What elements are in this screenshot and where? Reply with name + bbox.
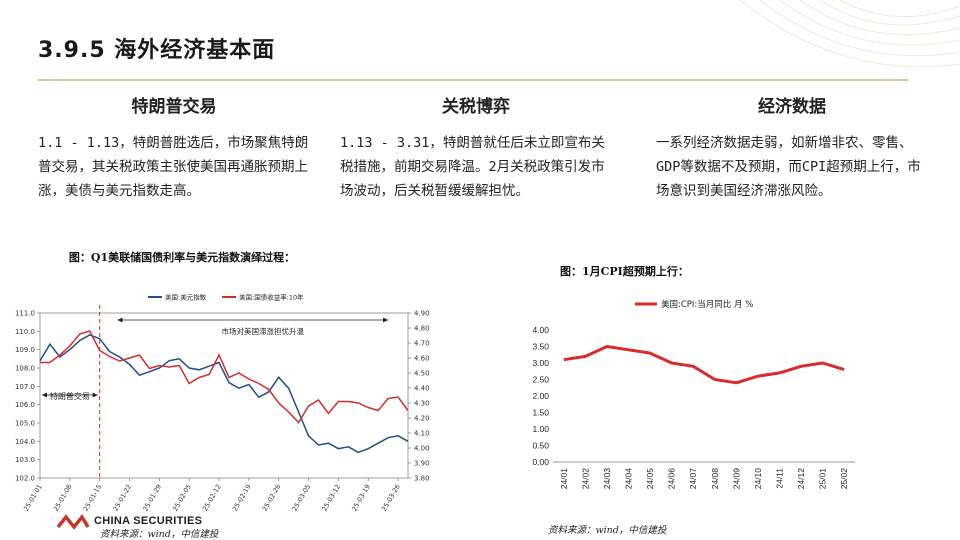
column-economic-data: 经济数据 一系列经济数据走弱，如新增非农、零售、GDP等数据不及预期，而CPI超… [656, 92, 928, 203]
figure2-title: 图：1月CPI超预期上行： [560, 265, 689, 278]
x-tick-label: 24/05 [645, 468, 655, 490]
x-tick-label: 25-01-15 [82, 483, 104, 513]
arrowhead-right [92, 392, 98, 398]
arrowhead-left [42, 392, 47, 398]
x-tick-label: 25-02-19 [231, 483, 253, 513]
right-tick-label: 4.10 [414, 430, 430, 438]
arrowhead-left [117, 317, 123, 323]
x-tick-label: 25-03-05 [291, 483, 313, 513]
y-tick-label: 3.00 [532, 358, 549, 368]
x-tick-label: 24/08 [710, 468, 720, 490]
annotation-label: 特朗普交易 [50, 391, 90, 401]
column-text: 一系列经济数据走弱，如新增非农、零售、GDP等数据不及预期，而CPI超预期上行，… [656, 135, 921, 199]
legend-label: 美国:CPI:当月同比 月 % [661, 299, 753, 310]
chart-us-cpi: 0.00 0.50 1.00 1.50 2.00 2.50 3.00 3.50 4.00 24/0… [532, 299, 855, 490]
x-tick-label: 24/11 [775, 468, 785, 489]
title-divider [38, 79, 908, 81]
left-tick-label: 102.0 [15, 475, 35, 483]
right-tick-label: 4.20 [414, 415, 430, 423]
arrowhead-right [383, 317, 389, 323]
left-tick-label: 105.0 [15, 420, 35, 428]
figure2-source: 资料来源：wind，中信建投 [548, 525, 667, 536]
column-text: 1.13 - 3.31，特朗普就任后未立即宣布关税措施，前期交易降温。2月关税政… [340, 135, 605, 199]
column-heading: 关税博弈 [442, 97, 510, 117]
x-tick-label: 25/01 [818, 468, 828, 490]
right-tick-label: 4.50 [414, 370, 430, 378]
left-tick-label: 108.0 [15, 365, 35, 373]
slide-title: 3.9.5 海外经济基本面 [38, 38, 276, 63]
right-tick-label: 3.80 [414, 475, 430, 483]
y-tick-label: 3.50 [532, 342, 549, 352]
x-tick-label: 25-01-08 [52, 483, 74, 513]
column-trump-trade: 特朗普交易 1.1 - 1.13，特朗普胜选后，市场聚焦特朗普交易，其关税政策主… [38, 92, 310, 203]
chart-dxy-ust10y: 102.0 103.0 104.0 105.0 106.0 107.0 108.0 109.0… [15, 293, 430, 513]
x-tick-label: 25-01-22 [112, 483, 134, 513]
series-line [563, 345, 845, 385]
x-tick-label: 25-03-12 [320, 483, 342, 513]
right-tick-label: 4.30 [414, 400, 430, 408]
column-heading: 经济数据 [758, 97, 826, 117]
y-tick-label: 1.50 [532, 408, 549, 418]
left-tick-label: 110.0 [15, 328, 35, 336]
column-tariff-game: 关税博弈 1.13 - 3.31，特朗普就任后未立即宣布关税措施，前期交易降温。… [340, 92, 612, 203]
y-tick-label: 1.00 [532, 424, 549, 434]
left-tick-label: 103.0 [15, 456, 35, 464]
x-tick-label: 24/04 [624, 468, 634, 490]
x-tick-label: 24/01 [559, 468, 569, 490]
figure1-source: 资料来源：wind，中信建投 [100, 529, 219, 540]
left-tick-label: 111.0 [15, 310, 35, 318]
right-tick-label: 3.90 [414, 460, 430, 468]
legend-label: 美国:美元指数 [165, 293, 207, 302]
x-tick-label: 25-02-12 [201, 483, 223, 513]
right-tick-label: 4.60 [414, 355, 430, 363]
y-tick-label: 0.50 [532, 441, 549, 451]
x-tick-label: 25-03-19 [350, 483, 372, 513]
x-tick-label: 24/12 [796, 468, 806, 490]
right-tick-label: 4.00 [414, 445, 430, 453]
left-tick-label: 104.0 [15, 438, 35, 446]
x-tick-label: 25-03-26 [380, 483, 402, 513]
series-line [40, 330, 409, 424]
series-line [39, 334, 409, 454]
right-tick-label: 4.80 [414, 325, 430, 333]
right-tick-label: 4.40 [414, 385, 430, 393]
decorative-pattern [739, 0, 960, 68]
x-tick-label: 24/10 [753, 468, 763, 490]
x-tick-label: 24/06 [667, 468, 677, 490]
left-tick-label: 107.0 [15, 383, 35, 391]
legend-label: 美国:国债收益率:10年 [239, 293, 304, 302]
y-tick-label: 0.00 [532, 457, 549, 467]
x-tick-label: 25/02 [839, 468, 849, 490]
plot-frame [39, 312, 409, 479]
x-tick-label: 25-01-01 [22, 483, 44, 513]
right-tick-label: 4.70 [414, 340, 430, 348]
china-securities-logo-icon [56, 513, 90, 530]
x-tick-label: 25-02-05 [171, 483, 193, 513]
x-tick-label: 24/07 [688, 468, 698, 490]
left-tick-label: 109.0 [15, 346, 35, 354]
x-tick-label: 24/02 [580, 468, 590, 490]
column-text: 1.1 - 1.13，特朗普胜选后，市场聚焦特朗普交易，其关税政策主张使美国再通… [38, 135, 309, 199]
figure1-title: 图：Q1美联储国债利率与美元指数演绎过程： [68, 251, 296, 264]
annotation-label: 市场对美国滞涨担忧升温 [222, 326, 305, 336]
y-tick-label: 2.50 [532, 375, 549, 385]
y-tick-label: 2.00 [532, 391, 549, 401]
x-tick-label: 24/09 [731, 468, 741, 490]
column-heading: 特朗普交易 [131, 97, 217, 117]
y-tick-label: 4.00 [532, 325, 549, 335]
x-tick-label: 24/03 [602, 468, 612, 490]
x-tick-label: 25-02-26 [261, 483, 283, 513]
left-tick-label: 106.0 [15, 401, 35, 409]
x-tick-label: 25-01-29 [141, 483, 163, 513]
logo-text: CHINA SECURITIES [94, 515, 203, 527]
right-tick-label: 4.90 [414, 310, 430, 318]
